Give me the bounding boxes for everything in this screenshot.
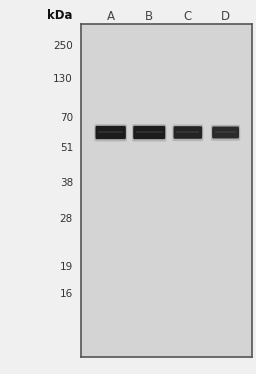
FancyBboxPatch shape — [95, 126, 126, 139]
Text: B: B — [145, 10, 153, 23]
Bar — [196, 24, 198, 357]
FancyBboxPatch shape — [212, 126, 239, 138]
Text: 250: 250 — [53, 41, 73, 50]
Text: 16: 16 — [60, 289, 73, 298]
Bar — [177, 24, 180, 357]
Bar — [202, 24, 205, 357]
Text: 51: 51 — [60, 143, 73, 153]
FancyBboxPatch shape — [172, 125, 203, 141]
Text: 19: 19 — [60, 263, 73, 272]
Bar — [136, 131, 163, 133]
Bar — [221, 24, 224, 357]
Bar — [106, 24, 109, 357]
FancyBboxPatch shape — [132, 124, 166, 141]
Bar — [171, 24, 174, 357]
Text: A: A — [107, 10, 115, 23]
Bar — [240, 24, 242, 357]
Bar — [183, 24, 186, 357]
Bar — [151, 24, 154, 357]
Text: D: D — [221, 10, 230, 23]
Bar — [119, 24, 121, 357]
Bar — [125, 24, 127, 357]
Text: 28: 28 — [60, 214, 73, 224]
Bar — [132, 24, 135, 357]
Bar — [112, 24, 115, 357]
Bar — [233, 24, 236, 357]
FancyBboxPatch shape — [174, 126, 202, 139]
Bar — [163, 24, 166, 357]
Bar — [215, 131, 236, 133]
Bar — [98, 131, 123, 133]
Bar — [138, 24, 141, 357]
FancyBboxPatch shape — [211, 125, 240, 141]
FancyBboxPatch shape — [94, 124, 127, 141]
Bar — [94, 24, 97, 357]
Text: 130: 130 — [53, 74, 73, 83]
Text: C: C — [184, 10, 192, 23]
Bar — [145, 24, 147, 357]
Bar — [100, 24, 103, 357]
Bar — [189, 24, 192, 357]
Bar — [176, 131, 199, 133]
Text: 70: 70 — [60, 113, 73, 123]
Bar — [209, 24, 211, 357]
Text: kDa: kDa — [47, 9, 73, 22]
Text: 38: 38 — [60, 178, 73, 188]
FancyBboxPatch shape — [133, 126, 165, 139]
Bar — [215, 24, 218, 357]
Bar — [157, 24, 160, 357]
Bar — [227, 24, 230, 357]
